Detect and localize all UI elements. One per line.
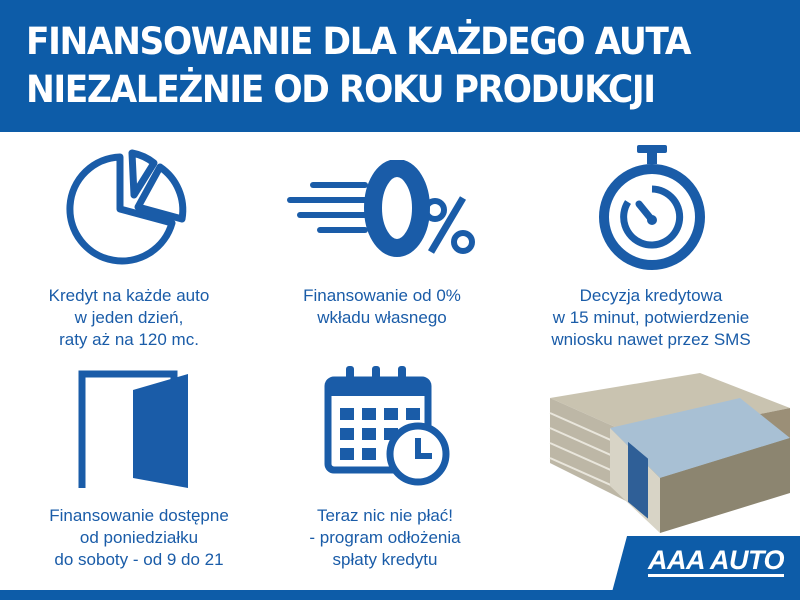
bottom-bar [0,590,800,600]
stopwatch-icon [599,145,705,270]
feature-zero-down-text: Finansowanie od 0% wkładu własnego [303,286,461,327]
calendar-clock-icon [324,366,450,486]
feature-decision-text: Decyzja kredytowa w 15 minut, potwierdzen… [551,286,751,349]
zero-percent-icon [287,160,475,257]
banknote-stack-image [549,373,790,533]
pie-chart-icon [66,149,187,265]
headline: FINANSOWANIE DLA KAŻDEGO AUTA NIEZALEŻNIE… [26,20,691,111]
open-door-icon [78,370,188,488]
aaa-auto-logo: AAA AUTO [612,536,800,592]
feature-deferral-text: Teraz nic nie płać! - program odłożenia sp… [309,506,461,569]
feature-hours-text: Finansowanie dostępne od poniedziałku do s… [49,506,229,569]
header-banner: FINANSOWANIE DLA KAŻDEGO AUTA NIEZALEŻNIE… [0,0,800,132]
feature-credit-text: Kredyt na każde auto w jeden dzień, raty a… [48,286,210,349]
